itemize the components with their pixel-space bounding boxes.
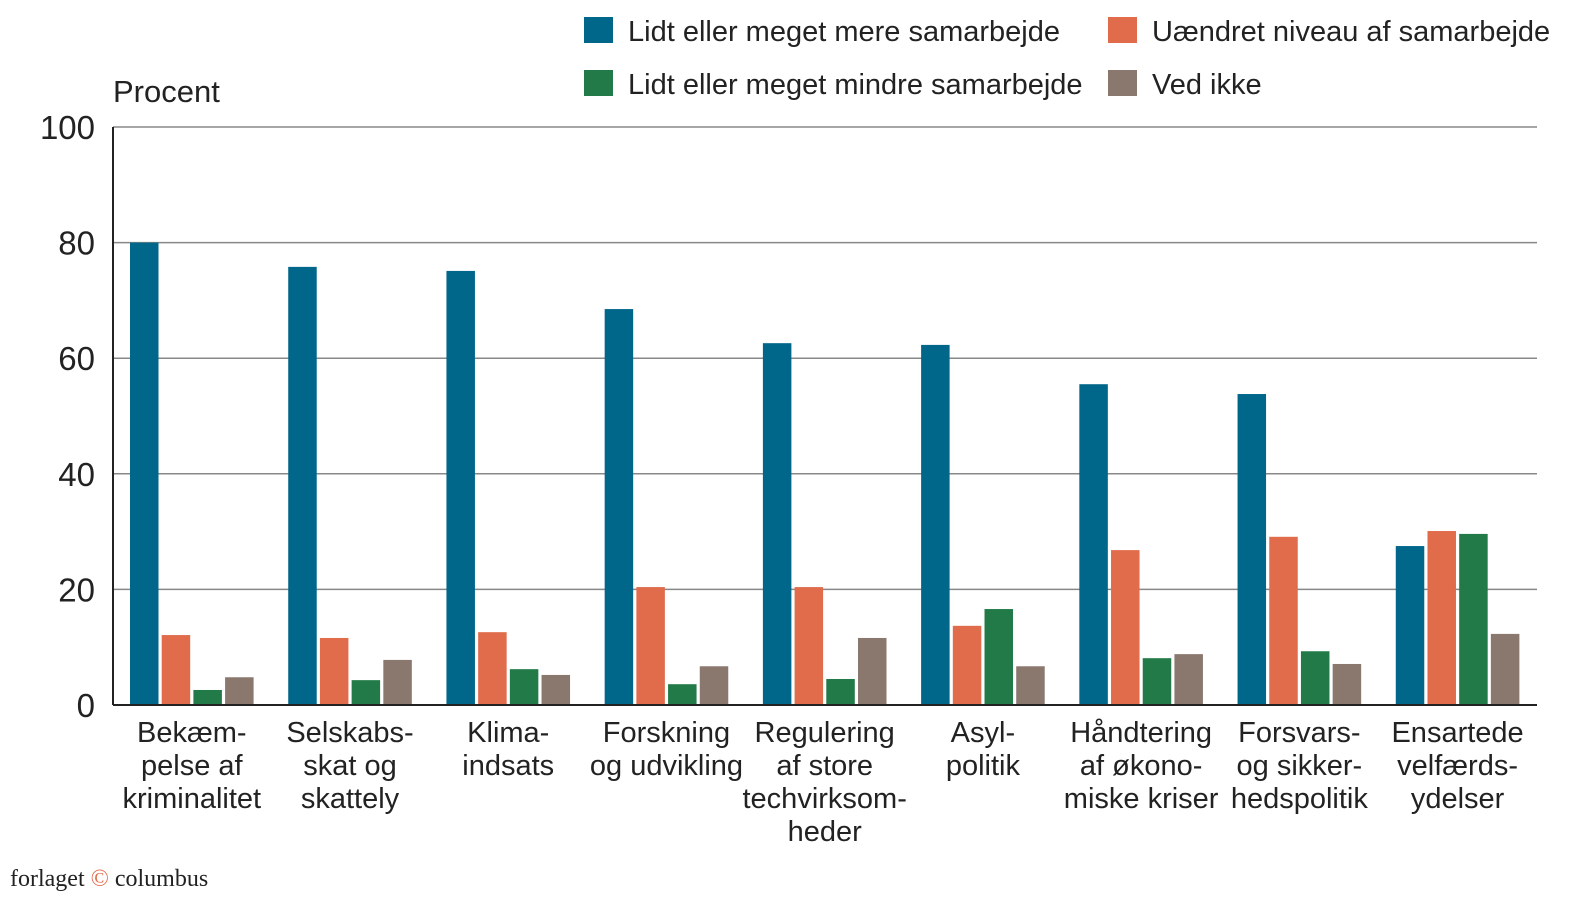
bar [668, 684, 697, 705]
bar [1269, 536, 1298, 705]
bar [1459, 533, 1488, 705]
x-tick-label: Forskning [603, 717, 730, 749]
x-tick-label: skattely [301, 783, 400, 815]
x-tick-label: Ensartede [1391, 717, 1523, 749]
y-tick-label: 20 [58, 571, 95, 608]
bar [762, 343, 792, 705]
legend-label: Lidt eller meget mere samarbejde [628, 16, 1060, 48]
y-axis-label: Procent [113, 74, 220, 109]
x-tick-label: Bekæm- [137, 717, 247, 749]
x-tick-label: heder [788, 816, 863, 848]
x-tick-label: Klima- [467, 717, 549, 749]
x-tick-label: og sikker- [1237, 750, 1363, 782]
legend-label: Uændret niveau af samarbejde [1152, 16, 1550, 48]
y-tick-label: 0 [77, 687, 95, 724]
x-tick-label: miske kriser [1064, 783, 1219, 815]
bar [383, 659, 412, 705]
x-tick-label: af store [776, 750, 873, 782]
bar [161, 635, 191, 705]
bar [541, 674, 571, 705]
bar [699, 666, 729, 705]
bar [1111, 550, 1140, 705]
bar [1332, 663, 1362, 705]
x-tick-label: kriminalitet [123, 783, 262, 815]
bar [446, 270, 475, 705]
legend-label: Lidt eller meget mindre samarbejde [628, 69, 1083, 101]
x-tick-label: Forsvars- [1238, 717, 1360, 749]
bar [1300, 651, 1330, 705]
bar [509, 669, 539, 705]
y-tick-label: 100 [40, 109, 95, 146]
x-tick-label: Regulering [755, 717, 895, 749]
x-tick-label: ydelser [1411, 783, 1505, 815]
legend-swatch [1108, 17, 1137, 43]
bar [1174, 654, 1203, 705]
bar [1490, 633, 1520, 705]
bar [1427, 531, 1456, 705]
x-tick-label: politik [946, 750, 1021, 782]
legend-label: Ved ikke [1152, 69, 1262, 101]
bar [857, 637, 887, 705]
bar [636, 587, 665, 705]
bar [952, 625, 982, 705]
legend-swatch [584, 17, 613, 43]
x-tick-label: techvirksom- [743, 783, 907, 815]
x-tick-label: og udvikling [590, 750, 743, 782]
bar [225, 677, 254, 705]
bar [351, 680, 381, 705]
legend-swatch [1108, 70, 1137, 96]
y-tick-label: 60 [58, 340, 95, 377]
x-tick-label: af økono- [1080, 750, 1203, 782]
x-tick-label: Selskabs- [286, 717, 413, 749]
bar [826, 678, 855, 705]
bar [1395, 546, 1425, 705]
x-tick-label: skat og [303, 750, 397, 782]
bar [1079, 384, 1108, 705]
bar [1142, 658, 1172, 705]
x-tick-label: hedspolitik [1231, 783, 1369, 815]
y-tick-label: 80 [58, 225, 95, 262]
x-tick-label: Asyl- [951, 717, 1015, 749]
x-tick-label: velfærds- [1397, 750, 1518, 782]
x-tick-label: pelse af [141, 750, 244, 782]
bar [1016, 666, 1045, 705]
bar [193, 689, 222, 705]
bar [478, 632, 507, 705]
x-tick-label: indsats [462, 750, 554, 782]
bar [794, 587, 824, 705]
bar [319, 637, 349, 705]
bar [130, 242, 159, 705]
bar [288, 266, 317, 705]
legend-swatch [584, 70, 613, 96]
y-tick-label: 40 [58, 456, 95, 493]
bar [984, 609, 1014, 705]
bar [921, 344, 950, 705]
x-tick-label: Håndtering [1070, 717, 1212, 749]
bar [604, 309, 634, 705]
bar [1237, 394, 1267, 705]
